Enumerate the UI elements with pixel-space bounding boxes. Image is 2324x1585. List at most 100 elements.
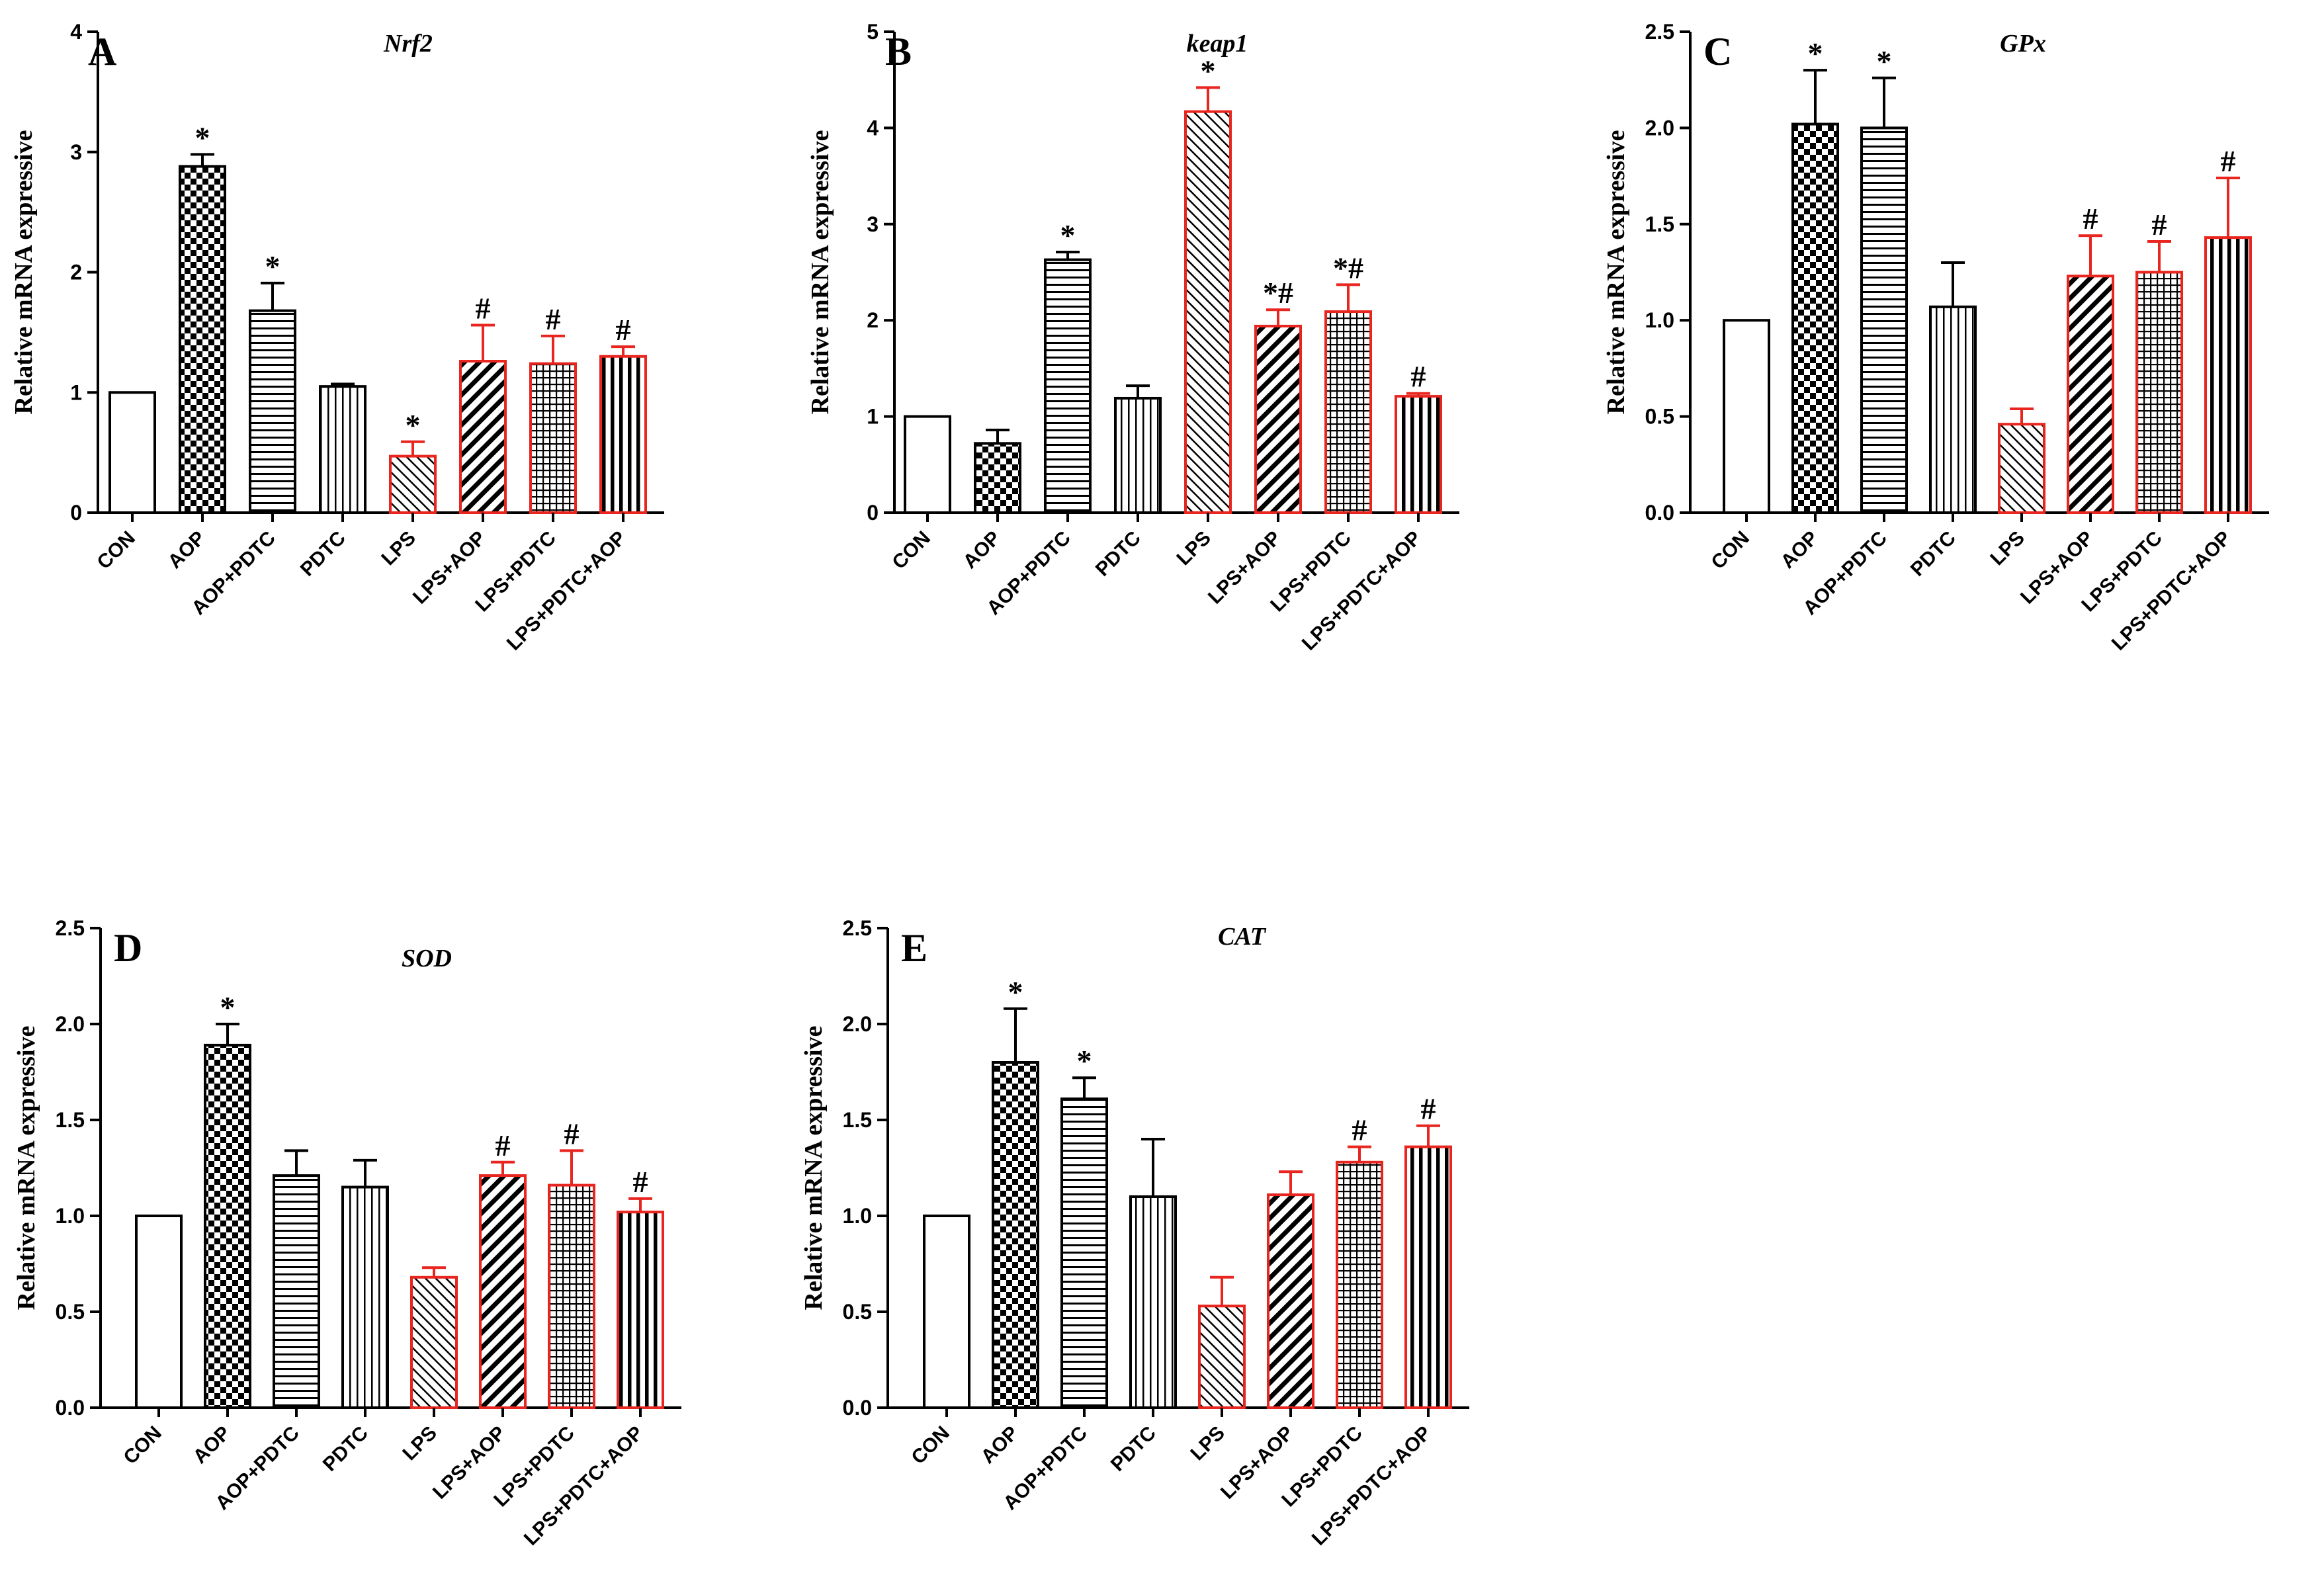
x-category-label: CON xyxy=(1707,527,1753,574)
significance-label: # xyxy=(495,1129,511,1162)
x-category-label: PDTC xyxy=(1907,527,1960,581)
bar-con xyxy=(923,1215,970,1409)
bar-lps-aop xyxy=(479,1174,527,1409)
y-tick-label: 2.5 xyxy=(843,916,872,940)
x-category-label: PDTC xyxy=(296,527,350,581)
y-axis-label: Relative mRNA expressive xyxy=(1602,130,1630,415)
y-tick-label: 0.0 xyxy=(56,1396,85,1420)
panel-letter: A xyxy=(88,30,116,73)
x-category-label: LPS xyxy=(1186,1422,1229,1465)
y-tick-label: 1.0 xyxy=(843,1204,872,1228)
bar-aop xyxy=(974,442,1021,515)
bar-lps xyxy=(410,1275,458,1410)
significance-label: # xyxy=(564,1117,580,1150)
y-tick-label: 3 xyxy=(867,212,879,236)
y-tick-label: 1.0 xyxy=(1645,308,1674,332)
y-tick-label: 1.5 xyxy=(843,1108,872,1132)
significance-label: * xyxy=(1201,54,1216,87)
significance-label: * xyxy=(220,990,236,1024)
significance-label: * xyxy=(1008,975,1023,1009)
bar-pdtc xyxy=(341,1185,389,1409)
y-axis-label: Relative mRNA expressive xyxy=(10,130,38,415)
bar-lps xyxy=(1198,1305,1246,1410)
x-category-label: AOP xyxy=(164,527,210,573)
significance-label: * xyxy=(265,249,280,283)
significance-label: *# xyxy=(1333,251,1363,284)
x-category-label: LPS+PDTC+AOP xyxy=(520,1422,648,1550)
x-category-label: LPS xyxy=(1986,527,2029,570)
y-tick-label: 1 xyxy=(867,405,879,429)
bar-aop-pdtc xyxy=(1860,126,1908,514)
bar-lps-pdtc-aop xyxy=(617,1211,664,1409)
y-tick-label: 0.0 xyxy=(843,1396,872,1420)
bar-lps-aop xyxy=(1254,324,1302,514)
bar-con xyxy=(1723,319,1770,514)
bar-aop-pdtc xyxy=(273,1174,320,1409)
bar-lps xyxy=(389,454,437,515)
significance-label: * xyxy=(406,408,421,442)
x-category-label: PDTC xyxy=(1092,527,1145,581)
significance-label: * xyxy=(1060,218,1076,252)
y-tick-label: 0.5 xyxy=(1645,405,1674,429)
significance-label: # xyxy=(2083,202,2098,236)
significance-label: # xyxy=(2221,144,2236,178)
significance-label: # xyxy=(1421,1092,1436,1126)
y-tick-label: 0 xyxy=(70,501,82,525)
y-tick-label: 2 xyxy=(867,308,879,332)
y-tick-label: 5 xyxy=(867,20,879,44)
panel-a: A Nrf2 Relative mRNA expressive 0 1 2 3 4 CON * AO… xyxy=(10,20,664,655)
x-category-label: AOP xyxy=(977,1422,1023,1468)
y-tick-label: 2 xyxy=(70,261,82,284)
x-category-label: PDTC xyxy=(319,1422,372,1476)
bar-lps-pdtc xyxy=(529,362,577,514)
bar-lps-pdtc xyxy=(1324,310,1372,514)
chart-title: CAT xyxy=(1218,923,1267,951)
y-tick-label: 1.5 xyxy=(56,1108,85,1132)
x-category-label: LPS xyxy=(377,527,420,570)
bar-lps xyxy=(1998,423,2045,514)
panel-d: D SOD Relative mRNA expressive 0.0 0.5 1.0 1.5… xyxy=(13,916,681,1550)
bar-pdtc xyxy=(1129,1195,1177,1409)
x-category-label: PDTC xyxy=(1107,1422,1160,1476)
x-category-label: LPS xyxy=(398,1422,441,1465)
significance-label: # xyxy=(476,291,491,325)
significance-label: *# xyxy=(1263,276,1293,310)
chart-title: GPx xyxy=(2000,30,2046,58)
y-tick-label: 0.5 xyxy=(56,1300,85,1324)
y-tick-label: 2.5 xyxy=(1645,20,1674,44)
significance-label: # xyxy=(633,1165,648,1199)
bar-con xyxy=(108,391,156,514)
panel-letter: D xyxy=(114,926,142,970)
bar-lps-pdtc-aop xyxy=(1404,1145,1452,1409)
x-category-label: AOP xyxy=(189,1422,235,1468)
y-tick-label: 1 xyxy=(70,380,82,404)
bar-lps-aop xyxy=(459,359,507,514)
chart-title: Nrf2 xyxy=(383,30,433,58)
y-axis-label: Relative mRNA expressive xyxy=(800,1026,828,1310)
bar-aop-pdtc xyxy=(1060,1097,1108,1409)
y-tick-label: 1.5 xyxy=(1645,212,1674,236)
bar-lps-pdtc-aop xyxy=(2204,236,2252,514)
significance-label: * xyxy=(1877,44,1892,78)
bar-pdtc xyxy=(319,385,366,514)
y-tick-label: 1.0 xyxy=(56,1204,85,1228)
significance-label: # xyxy=(1411,360,1426,394)
chart-title: keap1 xyxy=(1187,30,1248,58)
bar-lps-pdtc-aop xyxy=(1395,395,1442,514)
bar-lps-pdtc xyxy=(548,1183,595,1409)
significance-label: # xyxy=(1352,1113,1367,1147)
bar-aop xyxy=(204,1043,251,1409)
significance-label: # xyxy=(546,302,561,336)
bar-lps-pdtc xyxy=(1336,1160,1383,1410)
panel-letter: B xyxy=(885,30,912,73)
y-tick-label: 0.0 xyxy=(1645,501,1674,525)
y-tick-label: 2.0 xyxy=(56,1012,85,1036)
x-category-label: LPS+PDTC+AOP xyxy=(1298,527,1426,655)
y-axis-label: Relative mRNA expressive xyxy=(13,1026,40,1310)
bar-aop xyxy=(992,1061,1039,1409)
significance-label: * xyxy=(195,120,210,154)
y-axis-label: Relative mRNA expressive xyxy=(806,130,834,415)
x-category-label: LPS+PDTC+AOP xyxy=(503,527,630,655)
